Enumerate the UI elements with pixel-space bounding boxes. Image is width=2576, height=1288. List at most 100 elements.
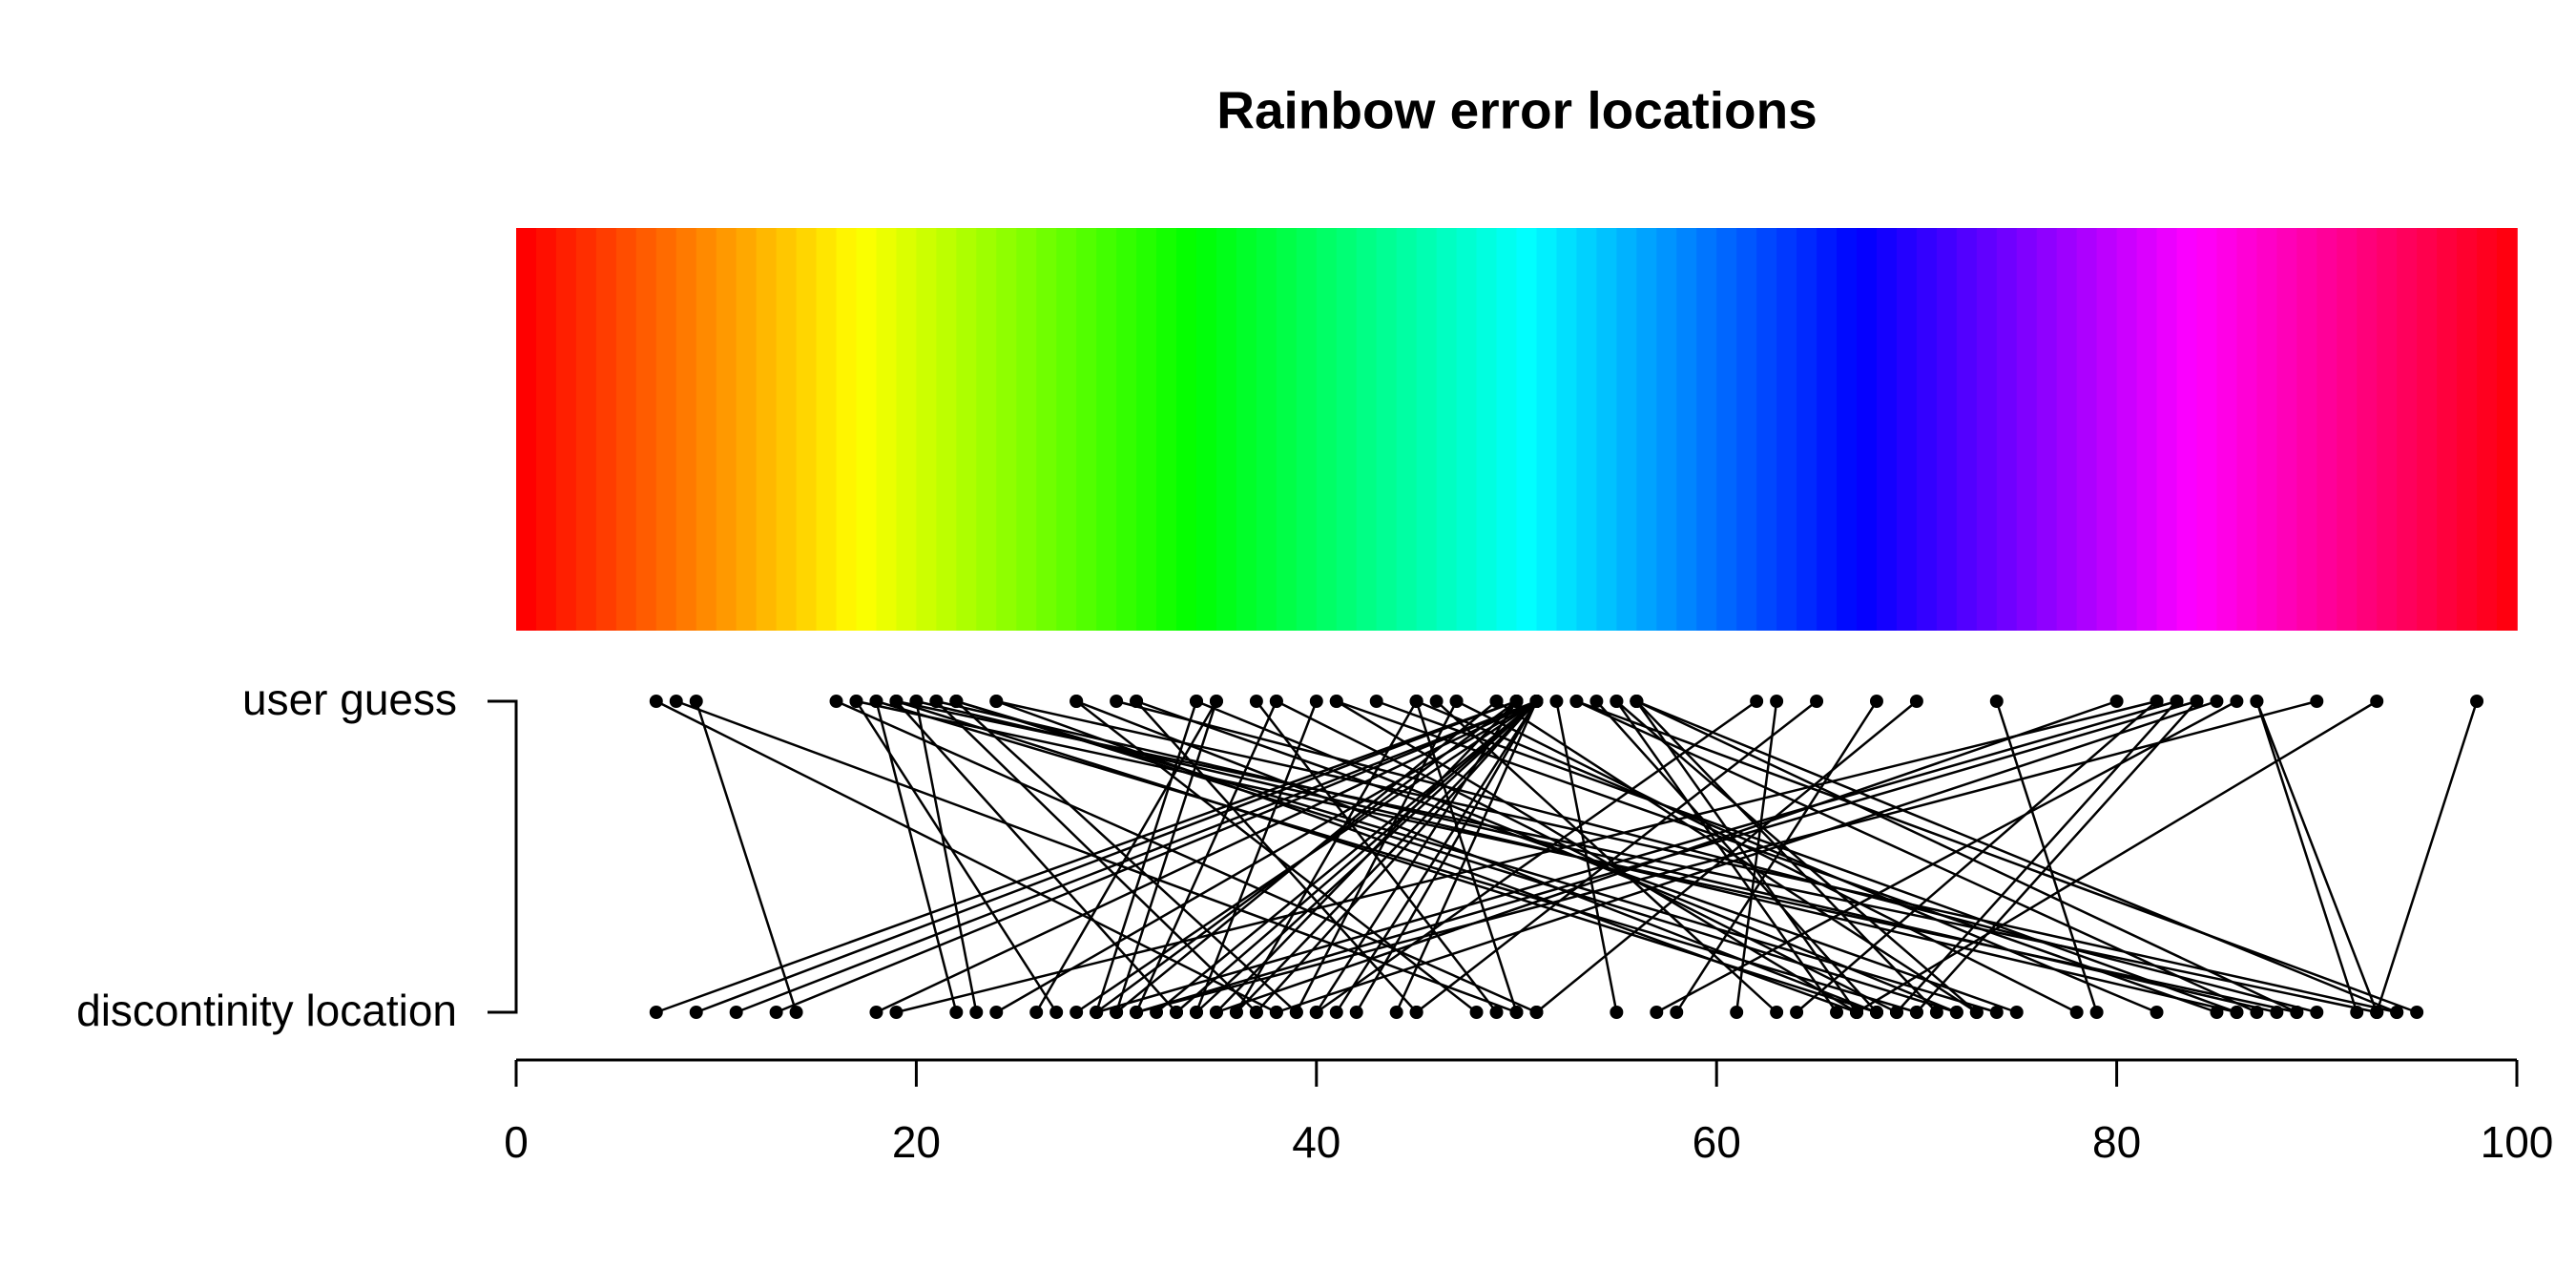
location-point (1209, 1006, 1223, 1019)
rainbow-strip (996, 228, 1018, 631)
location-point (2009, 1006, 2024, 1019)
connector (2255, 700, 2358, 1013)
rainbow-strip (2497, 228, 2518, 631)
connector (1075, 699, 1878, 1014)
location-point (1489, 1006, 1504, 1019)
location-point (1989, 1006, 2004, 1019)
guess-point (849, 695, 863, 708)
rainbow-strip (796, 228, 818, 631)
location-point (729, 1006, 743, 1019)
rainbow-strip (1976, 228, 1998, 631)
location-point (2410, 1006, 2424, 1019)
location-point (1670, 1006, 1684, 1019)
rainbow-strip (696, 228, 717, 631)
rainbow-strip (876, 228, 898, 631)
location-point (1790, 1006, 1804, 1019)
connector (1575, 699, 2257, 1014)
connector (935, 700, 1257, 1013)
connector (2376, 700, 2479, 1013)
location-point (2310, 1006, 2324, 1019)
rainbow-strip (1896, 228, 1918, 631)
x-tick-label: 20 (892, 1117, 941, 1167)
location-point (1229, 1006, 1243, 1019)
guess-point (1869, 695, 1883, 708)
rainbow-strip (675, 228, 697, 631)
guess-point (1810, 695, 1824, 708)
guess-point (2150, 695, 2164, 708)
connector (855, 700, 1058, 1013)
rainbow-strip (756, 228, 778, 631)
connector (1114, 700, 1218, 1013)
connector (1915, 700, 2198, 1013)
connector (1416, 699, 2158, 1014)
rainbow-strip (1356, 228, 1378, 631)
rainbow-strip (2437, 228, 2458, 631)
guess-point (2190, 695, 2204, 708)
rainbow-strip (1396, 228, 1418, 631)
location-point (989, 1006, 1004, 1019)
rainbow-strip (1516, 228, 1538, 631)
guess-point (2170, 695, 2184, 708)
connector (856, 699, 2297, 1014)
guess-point (2470, 695, 2484, 708)
connector (1316, 699, 1757, 1014)
connector (1135, 700, 1418, 1013)
location-point (969, 1006, 984, 1019)
rainbow-strip (1156, 228, 1177, 631)
connector (1135, 699, 2317, 1014)
connector (896, 699, 2157, 1014)
location-point (889, 1006, 904, 1019)
location-point (2270, 1006, 2284, 1019)
guess-point (1489, 695, 1504, 708)
location-point (869, 1006, 883, 1019)
rainbow-strip (2417, 228, 2438, 631)
rainbow-strip (575, 228, 597, 631)
location-point (1770, 1006, 1784, 1019)
guess-point (669, 695, 683, 708)
rainbow-strip (2176, 228, 2198, 631)
connector (736, 699, 1537, 1014)
rainbow-strip (2477, 228, 2498, 631)
connector (875, 700, 958, 1013)
rainbow-strip (1036, 228, 1057, 631)
row-label: discontinity location (76, 986, 457, 1035)
rainbow-strip (1016, 228, 1038, 631)
location-point (1889, 1006, 1903, 1019)
connector (955, 699, 1958, 1014)
rainbow-strip (1817, 228, 1838, 631)
rainbow-strip (1496, 228, 1518, 631)
rainbow-strip (2296, 228, 2318, 631)
rainbow-strip (2016, 228, 2038, 631)
connector (1435, 700, 1777, 1013)
rainbow-strip (2397, 228, 2418, 631)
connector (895, 700, 1177, 1013)
connector (1295, 700, 1458, 1013)
guess-point (929, 695, 944, 708)
guess-point (2230, 695, 2244, 708)
connector (1135, 699, 2197, 1014)
connector (1255, 700, 1538, 1013)
connector (1615, 700, 1978, 1013)
rainbow-strip (2136, 228, 2158, 631)
location-point (1150, 1006, 1164, 1019)
connector (696, 699, 1517, 1014)
guess-point (1110, 695, 1124, 708)
connector (1456, 699, 2078, 1014)
rainbow-strip (2076, 228, 2098, 631)
rainbow-strip (1636, 228, 1658, 631)
connector (1175, 700, 1538, 1013)
guess-point (1329, 695, 1343, 708)
rainbow-strip (2096, 228, 2118, 631)
location-point (789, 1006, 803, 1019)
guess-point (2210, 695, 2224, 708)
guess-point (1509, 695, 1524, 708)
rainbow-strip (516, 228, 537, 631)
rainbow-strip (1236, 228, 1257, 631)
location-point (1249, 1006, 1263, 1019)
connector (1856, 699, 2378, 1014)
location-point (1830, 1006, 1844, 1019)
rainbow-strip (2256, 228, 2278, 631)
rainbow-strip (836, 228, 858, 631)
rainbow-strip (595, 228, 617, 631)
